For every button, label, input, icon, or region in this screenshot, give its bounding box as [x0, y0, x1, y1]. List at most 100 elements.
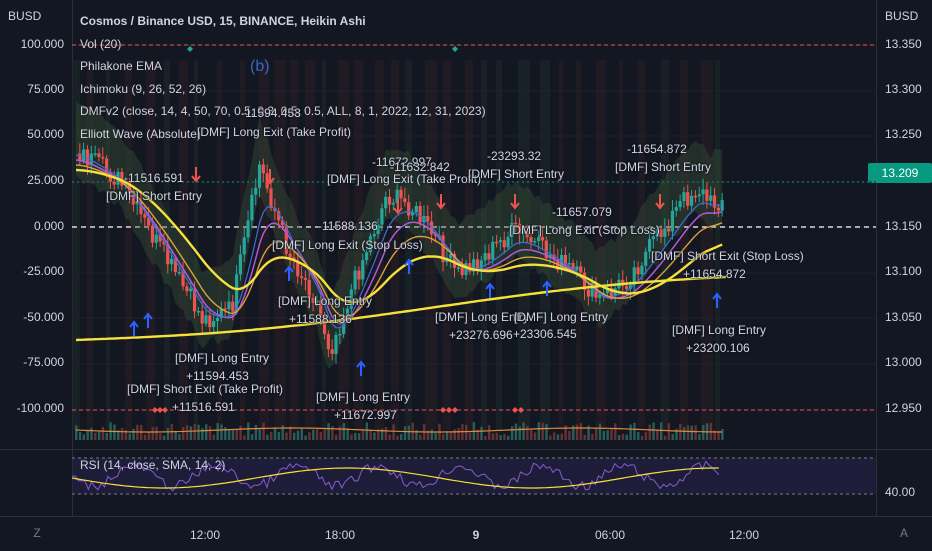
volume-bar — [189, 426, 193, 440]
volume-bar — [266, 434, 269, 440]
left-tick: -25.000 — [23, 264, 64, 278]
left-tick: -50.000 — [23, 310, 64, 324]
signal-shade — [125, 60, 132, 430]
candle-body — [380, 208, 384, 225]
zoom-toggle-button[interactable]: Z — [33, 526, 41, 540]
volume-bar — [162, 435, 166, 440]
trade-annotation: [DMF] Long Exit (Take Profit) — [327, 172, 482, 186]
trade-annotation: [DMF] Long Entry — [435, 310, 530, 324]
volume-bar — [698, 434, 701, 440]
legend-ichimoku[interactable]: Ichimoku (9, 26, 52, 26) — [80, 81, 207, 96]
volume-bar — [617, 435, 621, 440]
legend-volume[interactable]: Vol (20) — [80, 36, 122, 51]
volume-bar — [124, 429, 128, 440]
pane-separator[interactable] — [0, 449, 932, 450]
candle-body — [575, 266, 579, 271]
trade-annotation: +11672.997 — [334, 408, 397, 422]
candle-body — [296, 260, 300, 277]
left-price-axis[interactable]: BUSD 100.000 75.000 50.000 25.000 0.000 … — [0, 0, 73, 516]
volume-bar — [644, 432, 648, 440]
time-label: 12:00 — [189, 528, 221, 542]
rsi-chart[interactable] — [72, 450, 876, 516]
volume-bar — [75, 425, 78, 440]
left-tick: 75.000 — [27, 82, 64, 96]
time-label: 18:00 — [324, 528, 356, 542]
trade-annotation: [DMF] Short Entry — [468, 167, 565, 181]
candle-body — [181, 271, 185, 287]
trade-annotation: -11516.591 — [124, 171, 184, 185]
volume-bar — [151, 427, 154, 440]
right-price-axis[interactable]: BUSD 13.350 13.300 13.250 13.150 13.100 … — [876, 0, 932, 516]
volume-bar — [231, 429, 235, 440]
candle-body — [319, 300, 323, 316]
candle-body — [544, 240, 548, 259]
candle-body — [326, 333, 330, 350]
volume-bar — [552, 432, 556, 440]
volume-bar — [380, 428, 384, 440]
candle-body — [150, 225, 155, 243]
volume-bar — [419, 434, 422, 440]
volume-bar — [357, 433, 361, 440]
volume-bar — [476, 429, 479, 440]
candle-body — [701, 189, 705, 195]
candle-body — [414, 206, 418, 213]
candle-body — [330, 349, 334, 354]
candle-body — [472, 259, 476, 272]
volume-bar — [86, 430, 89, 440]
legend-philakone-ema[interactable]: Philakone EMA — [80, 59, 163, 73]
auto-scale-button[interactable]: A — [899, 526, 908, 540]
diamond-marker-icon — [157, 407, 163, 413]
candle-body — [670, 210, 675, 232]
signal-shade — [240, 60, 245, 430]
candle-body — [212, 321, 216, 328]
legend-elliott-wave[interactable]: Elliott Wave (Absolute) — [80, 126, 201, 141]
volume-bar — [426, 430, 430, 440]
candle-body — [582, 272, 587, 290]
diamond-marker-icon — [452, 46, 458, 52]
candle-body — [579, 266, 583, 273]
volume-bar — [564, 425, 567, 440]
candle-body — [89, 153, 93, 166]
volume-bar — [197, 424, 200, 440]
signal-shade — [496, 60, 502, 430]
candle-body — [659, 229, 663, 237]
legend-dmfv2[interactable]: DMFv2 (close, 14, 4, 50, 70, 0.5, 0.3, 0… — [80, 104, 486, 118]
volume-bar — [220, 424, 223, 440]
time-axis[interactable]: 12:00 18:00 9 06:00 12:00 — [0, 516, 932, 551]
candle-body — [315, 300, 319, 303]
volume-bar — [361, 428, 365, 440]
signal-shade — [619, 60, 623, 430]
trade-annotation: -11632.842 — [390, 160, 450, 174]
volume-bar — [507, 435, 510, 440]
trade-annotation: [DMF] Long Entry — [278, 294, 373, 308]
volume-bar — [273, 428, 277, 440]
candle-body — [307, 279, 311, 298]
candle-body — [605, 287, 610, 294]
trade-annotation: [DMF] Long Entry — [175, 351, 270, 365]
price-chart[interactable] — [72, 0, 876, 448]
candle-body — [131, 193, 135, 205]
candle-body — [143, 214, 147, 218]
candle-body — [705, 189, 709, 201]
left-tick: 50.000 — [27, 127, 64, 141]
rsi-legend[interactable]: RSI (14, close, SMA, 14, 2) — [80, 458, 226, 472]
symbol-title[interactable]: Cosmos / Binance USD, 15, BINANCE, Heiki… — [80, 14, 366, 28]
candle-body — [418, 206, 422, 223]
short-arrow-icon — [393, 199, 403, 215]
volume-bar — [338, 426, 342, 440]
candle-body — [510, 222, 514, 237]
volume-bar — [270, 431, 273, 440]
volume-bar — [400, 434, 403, 440]
left-tick: -100.000 — [16, 401, 64, 415]
volume-bar — [331, 426, 334, 440]
volume-bar — [660, 422, 663, 440]
signal-shade — [322, 60, 326, 430]
volume-bar — [503, 433, 506, 440]
volume-bar — [292, 432, 296, 440]
candle-body — [223, 308, 227, 310]
rsi-line — [72, 460, 720, 492]
candle-body — [407, 202, 411, 216]
signal-shade — [391, 60, 399, 430]
candle-body — [238, 254, 243, 275]
signal-shade — [217, 60, 222, 430]
